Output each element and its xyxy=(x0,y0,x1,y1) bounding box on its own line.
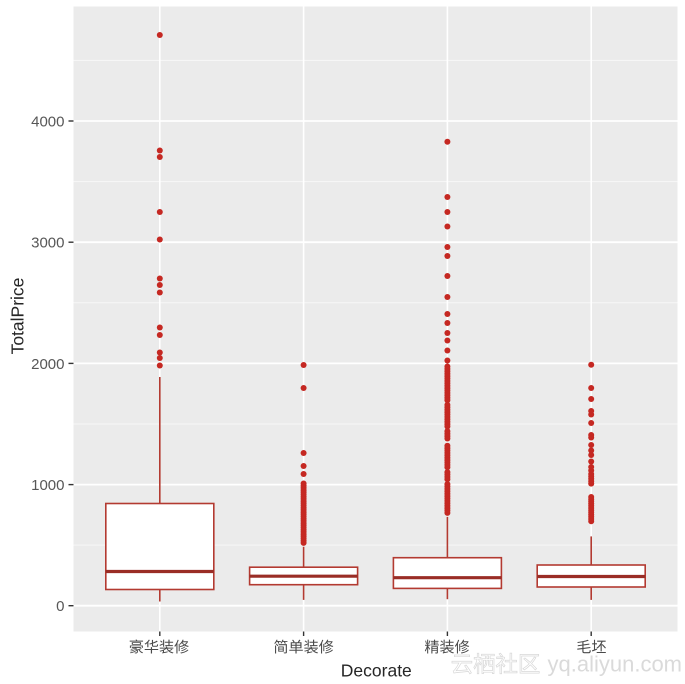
svg-text:0: 0 xyxy=(56,598,64,615)
svg-text:TotalPrice: TotalPrice xyxy=(8,278,28,355)
svg-text:yq.aliyun.com: yq.aliyun.com xyxy=(548,652,683,677)
svg-text:3000: 3000 xyxy=(31,235,64,252)
svg-text:2000: 2000 xyxy=(31,356,64,373)
svg-text:Decorate: Decorate xyxy=(341,661,412,681)
svg-text:4000: 4000 xyxy=(31,113,64,130)
svg-text:1000: 1000 xyxy=(31,477,64,494)
